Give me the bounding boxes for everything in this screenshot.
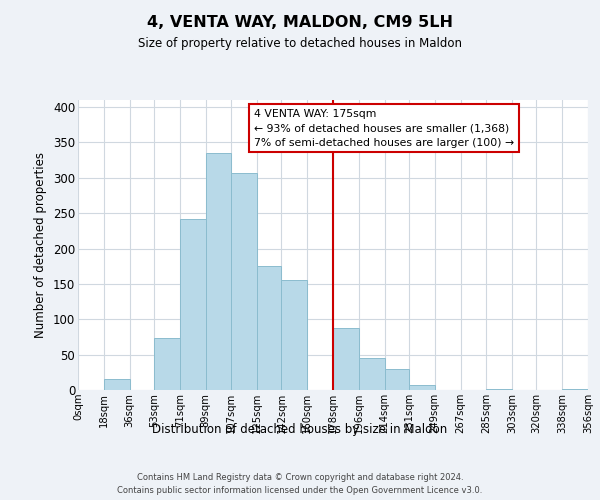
Text: 4, VENTA WAY, MALDON, CM9 5LH: 4, VENTA WAY, MALDON, CM9 5LH: [147, 15, 453, 30]
Text: 4 VENTA WAY: 175sqm
← 93% of detached houses are smaller (1,368)
7% of semi-deta: 4 VENTA WAY: 175sqm ← 93% of detached ho…: [254, 108, 514, 148]
Bar: [104, 378, 130, 390]
Bar: [180, 219, 205, 390]
Bar: [205, 153, 231, 390]
Text: Size of property relative to detached houses in Maldon: Size of property relative to detached ho…: [138, 38, 462, 51]
Y-axis label: Number of detached properties: Number of detached properties: [34, 152, 47, 338]
Bar: [409, 385, 435, 390]
Text: Contains public sector information licensed under the Open Government Licence v3: Contains public sector information licen…: [118, 486, 482, 495]
Bar: [154, 338, 180, 390]
Bar: [385, 370, 409, 390]
Bar: [257, 266, 281, 390]
Bar: [562, 388, 588, 390]
Bar: [486, 388, 512, 390]
Bar: [281, 280, 307, 390]
Bar: [231, 173, 257, 390]
Bar: [333, 328, 359, 390]
Text: Contains HM Land Registry data © Crown copyright and database right 2024.: Contains HM Land Registry data © Crown c…: [137, 472, 463, 482]
Bar: [359, 358, 385, 390]
Text: Distribution of detached houses by size in Maldon: Distribution of detached houses by size …: [152, 422, 448, 436]
